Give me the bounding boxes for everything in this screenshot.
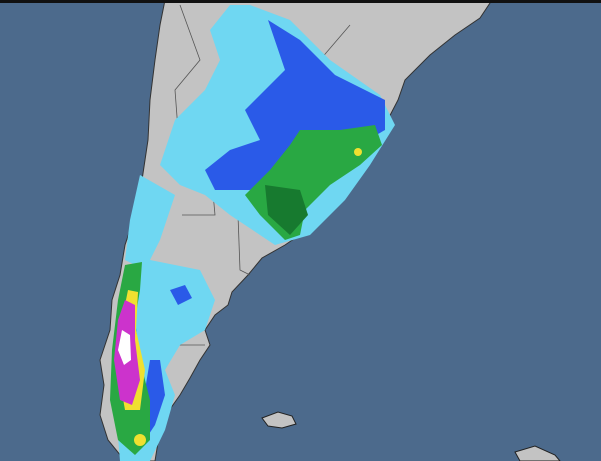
precipitation bbox=[110, 5, 395, 461]
island bbox=[261, 411, 297, 429]
island bbox=[514, 445, 561, 461]
top-border bbox=[0, 0, 601, 3]
